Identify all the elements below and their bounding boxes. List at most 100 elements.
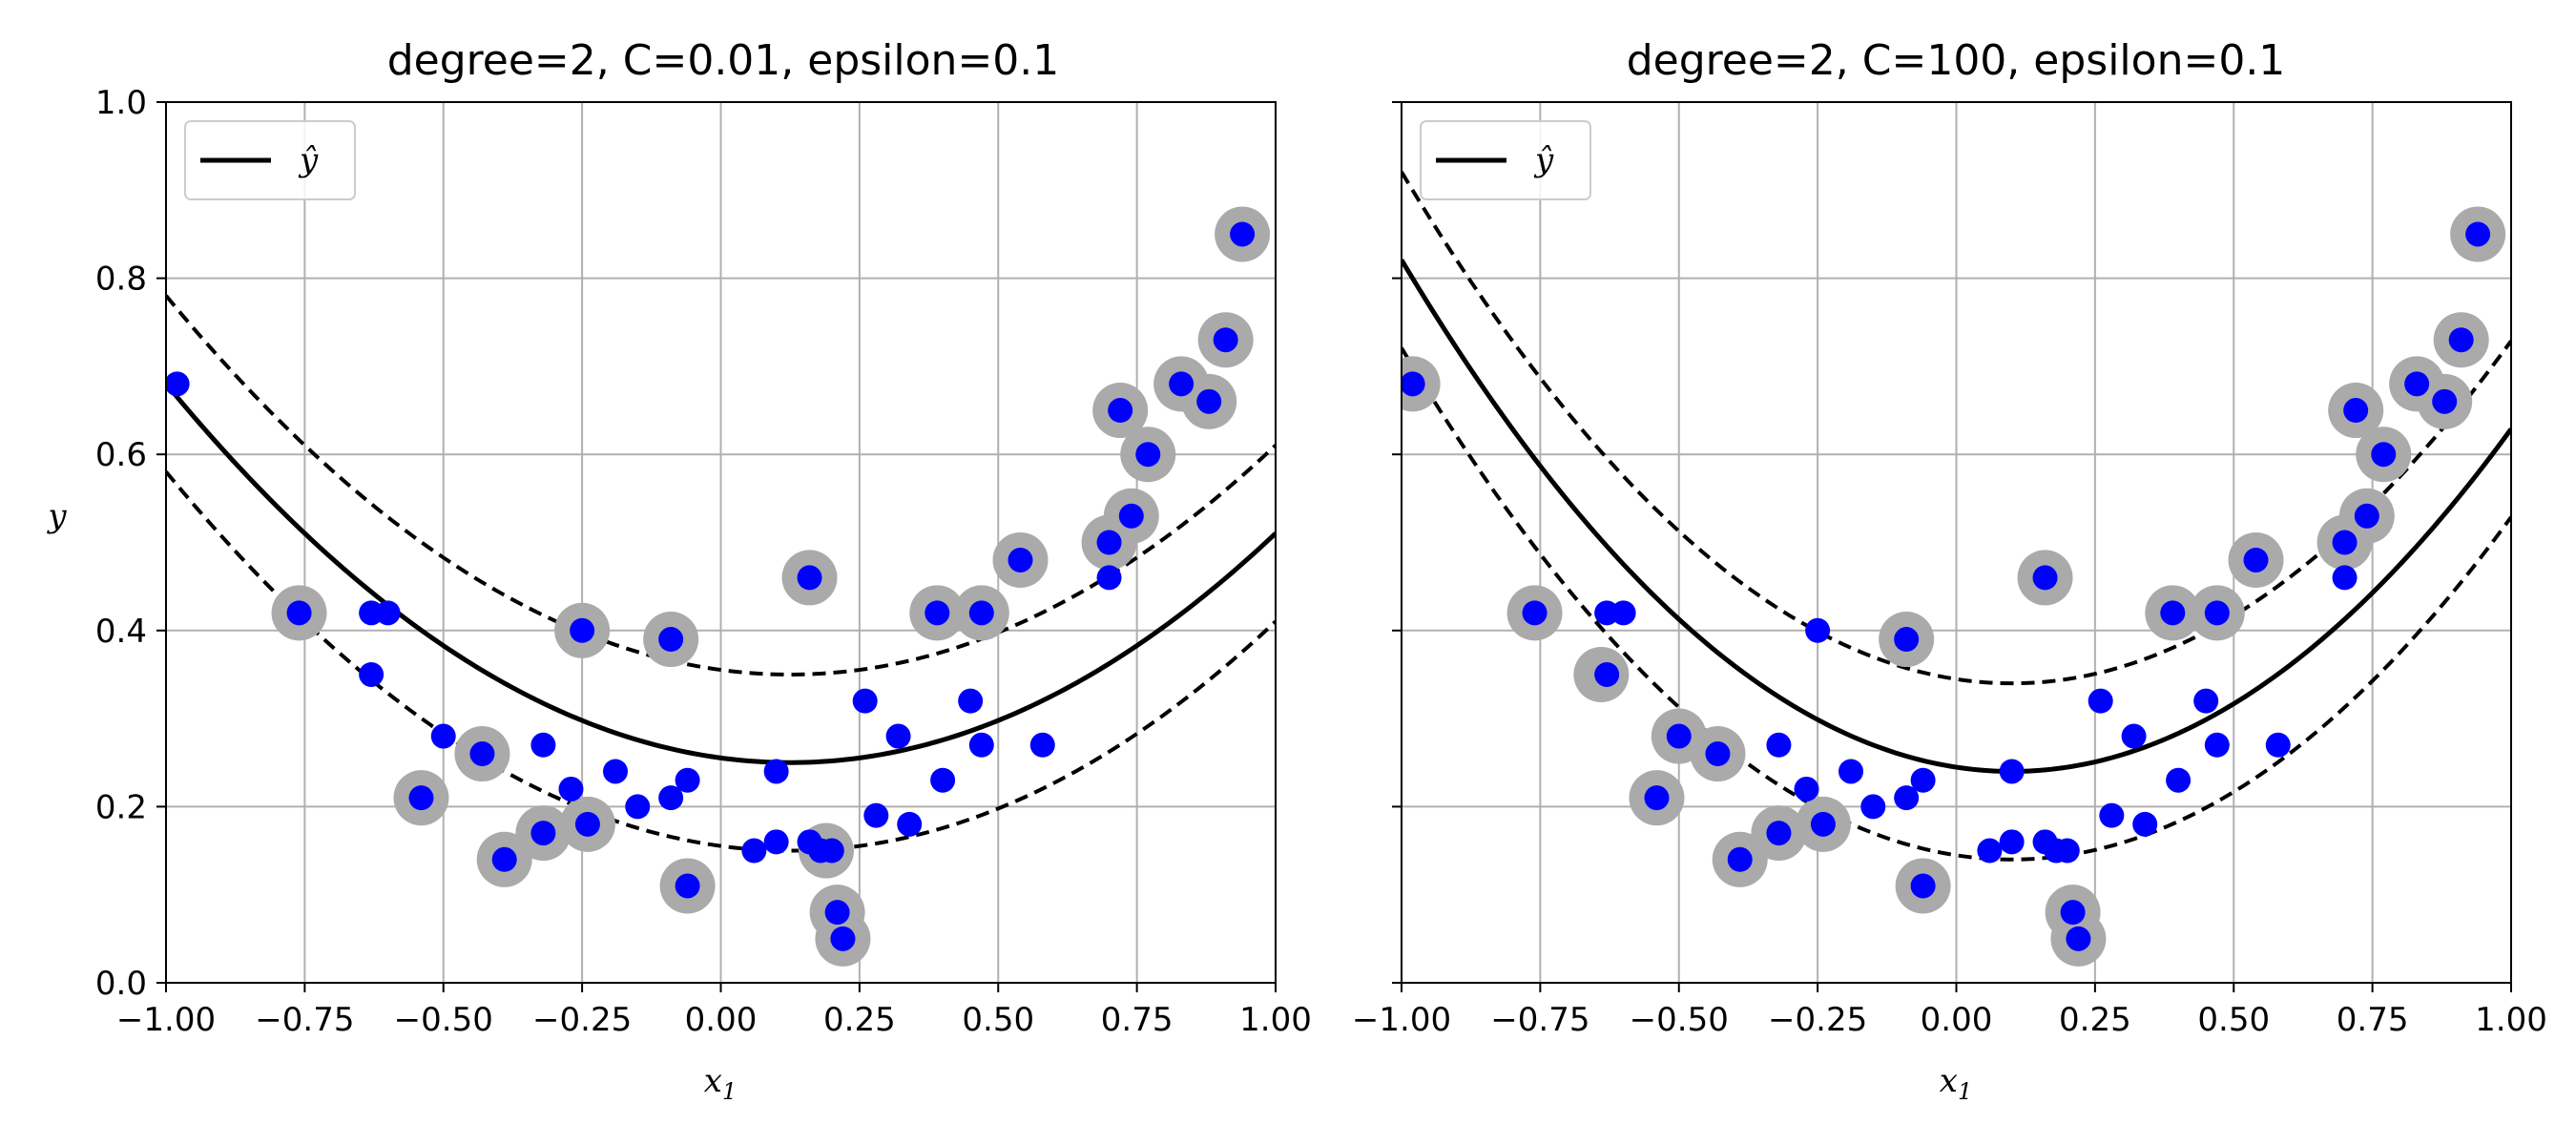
data-point-11 (1794, 776, 1819, 802)
data-point-48 (2465, 221, 2491, 247)
x-tick-label-3: −0.25 (532, 1001, 632, 1039)
data-point-28 (2066, 926, 2091, 951)
data-point-9 (1766, 821, 1792, 846)
data-point-18 (1894, 627, 1920, 653)
data-point-4 (359, 661, 384, 687)
data-point-14 (1839, 759, 1864, 784)
epsilon-lower-curve (166, 470, 1276, 853)
x-tick-label-7: 0.75 (1101, 1001, 1174, 1039)
data-point-3 (1610, 600, 1636, 626)
data-point-0 (1402, 371, 1425, 397)
data-point-12 (1805, 617, 1831, 643)
data-point-35 (958, 688, 984, 714)
subplot-right: degree=2, C=100, epsilon=0.1 −1.00 −0.75−… (1352, 36, 2547, 1105)
data-point-38 (1008, 547, 1033, 572)
data-point-40 (1096, 565, 1122, 591)
data-point-19 (675, 873, 700, 899)
data-point-41 (1096, 530, 1122, 555)
x-tick-label-6: 0.50 (962, 1001, 1034, 1039)
x-tick-label-0: −1.00 (1352, 1001, 1451, 1039)
legend-label: ŷ (1533, 141, 1554, 179)
y-tick-label-4: 0.8 (95, 260, 147, 299)
data-point-24 (797, 565, 822, 591)
data-point-13 (1810, 811, 1836, 837)
data-point-44 (1135, 442, 1161, 468)
data-point-37 (2204, 600, 2230, 626)
data-point-16 (658, 785, 684, 811)
epsilon-lower-curve (1402, 346, 2511, 862)
data-point-29 (2088, 688, 2113, 714)
data-point-1 (286, 600, 312, 626)
data-point-32 (897, 811, 923, 837)
x-tick-label-0: −1.00 (116, 1001, 216, 1039)
data-point-46 (2432, 388, 2458, 414)
data-point-10 (1766, 732, 1792, 758)
data-point-30 (2099, 802, 2125, 828)
data-point-3 (375, 600, 401, 626)
data-point-6 (469, 741, 495, 767)
data-point-39 (1029, 732, 1055, 758)
data-point-48 (1230, 221, 1256, 247)
data-point-30 (863, 802, 889, 828)
x-tick-label-5: 0.25 (2059, 1001, 2131, 1039)
legend: ŷ (1420, 120, 1591, 200)
data-point-15 (625, 794, 651, 820)
subplot-left-plot: −1.00 −0.75 −0.50 −0.25 0.00 0.25 0.50 0.75 1.00… (95, 84, 1312, 1039)
data-point-43 (2354, 503, 2379, 529)
x-tick-label-3: −0.25 (1768, 1001, 1867, 1039)
x-tick-label-8: 1.00 (2475, 1001, 2547, 1039)
data-point-47 (2448, 327, 2474, 353)
data-point-29 (852, 688, 878, 714)
x-tick-label-4: 0.00 (1921, 1001, 1993, 1039)
y-tick-label-5: 1.0 (95, 84, 147, 122)
data-point-42 (1108, 398, 1133, 424)
data-point-5 (1666, 723, 1692, 749)
data-point-20 (741, 838, 767, 864)
prediction-curve (166, 382, 1276, 765)
data-point-36 (968, 732, 994, 758)
data-point-26 (2054, 838, 2080, 864)
data-point-7 (1644, 785, 1670, 811)
data-point-38 (2243, 547, 2269, 572)
x-tick-label-1: −0.75 (1490, 1001, 1589, 1039)
data-point-37 (968, 600, 994, 626)
data-point-9 (530, 821, 556, 846)
data-point-11 (558, 776, 584, 802)
data-point-21 (1999, 759, 2025, 784)
data-point-31 (2121, 723, 2147, 749)
data-point-28 (830, 926, 856, 951)
data-point-26 (819, 838, 844, 864)
data-point-33 (924, 600, 950, 626)
y-tick-label-2: 0.4 (95, 613, 147, 651)
x-tick-label-2: −0.50 (1630, 1001, 1729, 1039)
data-point-44 (2371, 442, 2397, 468)
data-point-24 (2032, 565, 2058, 591)
data-point-45 (2404, 371, 2430, 397)
subplot-right-plot: −1.00 −0.75 −0.50 −0.25 0.00 0.25 0.50 0.75 1.00… (1352, 101, 2547, 1039)
x-tick-label-4: 0.00 (685, 1001, 758, 1039)
subplot-left-title: degree=2, C=0.01, epsilon=0.1 (387, 36, 1060, 85)
data-point-13 (574, 811, 600, 837)
data-point-5 (430, 723, 456, 749)
subplot-left-ylabel: y (46, 497, 67, 535)
subplot-left: degree=2, C=0.01, epsilon=0.1 −1.00 −0.75… (46, 36, 1311, 1105)
data-point-1 (1522, 600, 1548, 626)
data-point-8 (1727, 846, 1753, 872)
data-point-17 (675, 767, 700, 793)
data-point-27 (824, 900, 850, 926)
data-point-0 (166, 371, 190, 397)
x-tick-label-1: −0.75 (255, 1001, 354, 1039)
data-point-8 (491, 846, 517, 872)
data-point-6 (1705, 741, 1731, 767)
data-point-40 (2332, 565, 2358, 591)
data-point-46 (1196, 388, 1222, 414)
subplot-right-xlabel: x1 (1940, 1062, 1972, 1105)
data-point-31 (885, 723, 911, 749)
data-point-16 (1894, 785, 1920, 811)
legend: ŷ (184, 120, 356, 200)
data-point-39 (2265, 732, 2291, 758)
epsilon-upper-curve (166, 294, 1276, 677)
data-point-45 (1169, 371, 1195, 397)
